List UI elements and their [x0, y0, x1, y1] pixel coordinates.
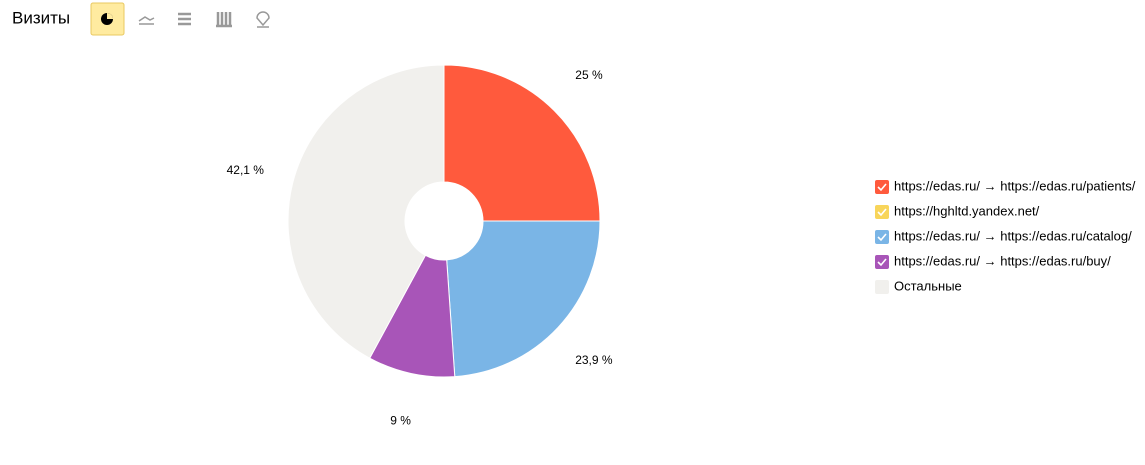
pie-icon-cut	[107, 13, 113, 19]
legend-item[interactable]: https://edas.ru/ → https://edas.ru/patie…	[875, 178, 1136, 194]
toolbar	[90, 2, 270, 36]
line-view-button[interactable]	[138, 16, 155, 25]
legend-checkbox	[875, 180, 889, 194]
legend-item[interactable]: https://edas.ru/ → https://edas.ru/catal…	[875, 228, 1132, 244]
legend-check	[877, 183, 887, 192]
legend-checkbox	[875, 255, 889, 269]
legend-label: https://hghltd.yandex.net/	[894, 203, 1040, 218]
slice-label: 42,1 %	[227, 163, 265, 177]
legend-checkbox	[875, 205, 889, 219]
pie-slice	[446, 220, 601, 378]
legend-checkbox	[875, 280, 889, 294]
legend-label: https://edas.ru/ → https://edas.ru/patie…	[894, 178, 1136, 193]
legend-check	[877, 233, 887, 242]
pie-slice	[443, 64, 601, 222]
legend-label: https://edas.ru/ → https://edas.ru/buy/	[894, 253, 1111, 268]
slice-label: 23,9 %	[575, 353, 613, 367]
bar-view-button[interactable]	[216, 12, 232, 28]
legend-checkbox	[875, 230, 889, 244]
legend-check	[877, 258, 887, 267]
legend-item[interactable]: https://hghltd.yandex.net/	[875, 203, 1040, 219]
legend-label: https://edas.ru/ → https://edas.ru/catal…	[894, 228, 1132, 243]
map-view-button[interactable]	[256, 11, 270, 28]
area-view-button[interactable]	[178, 12, 191, 26]
header-title: Визиты	[12, 8, 70, 27]
legend-item[interactable]: https://edas.ru/ → https://edas.ru/buy/	[875, 253, 1111, 269]
slice-label: 25 %	[575, 68, 603, 82]
legend-label: Остальные	[894, 278, 962, 293]
pie-slice	[287, 64, 445, 359]
legend-check	[877, 208, 887, 217]
slice-label: 9 %	[390, 414, 411, 428]
legend-item[interactable]: Остальные	[875, 278, 962, 294]
